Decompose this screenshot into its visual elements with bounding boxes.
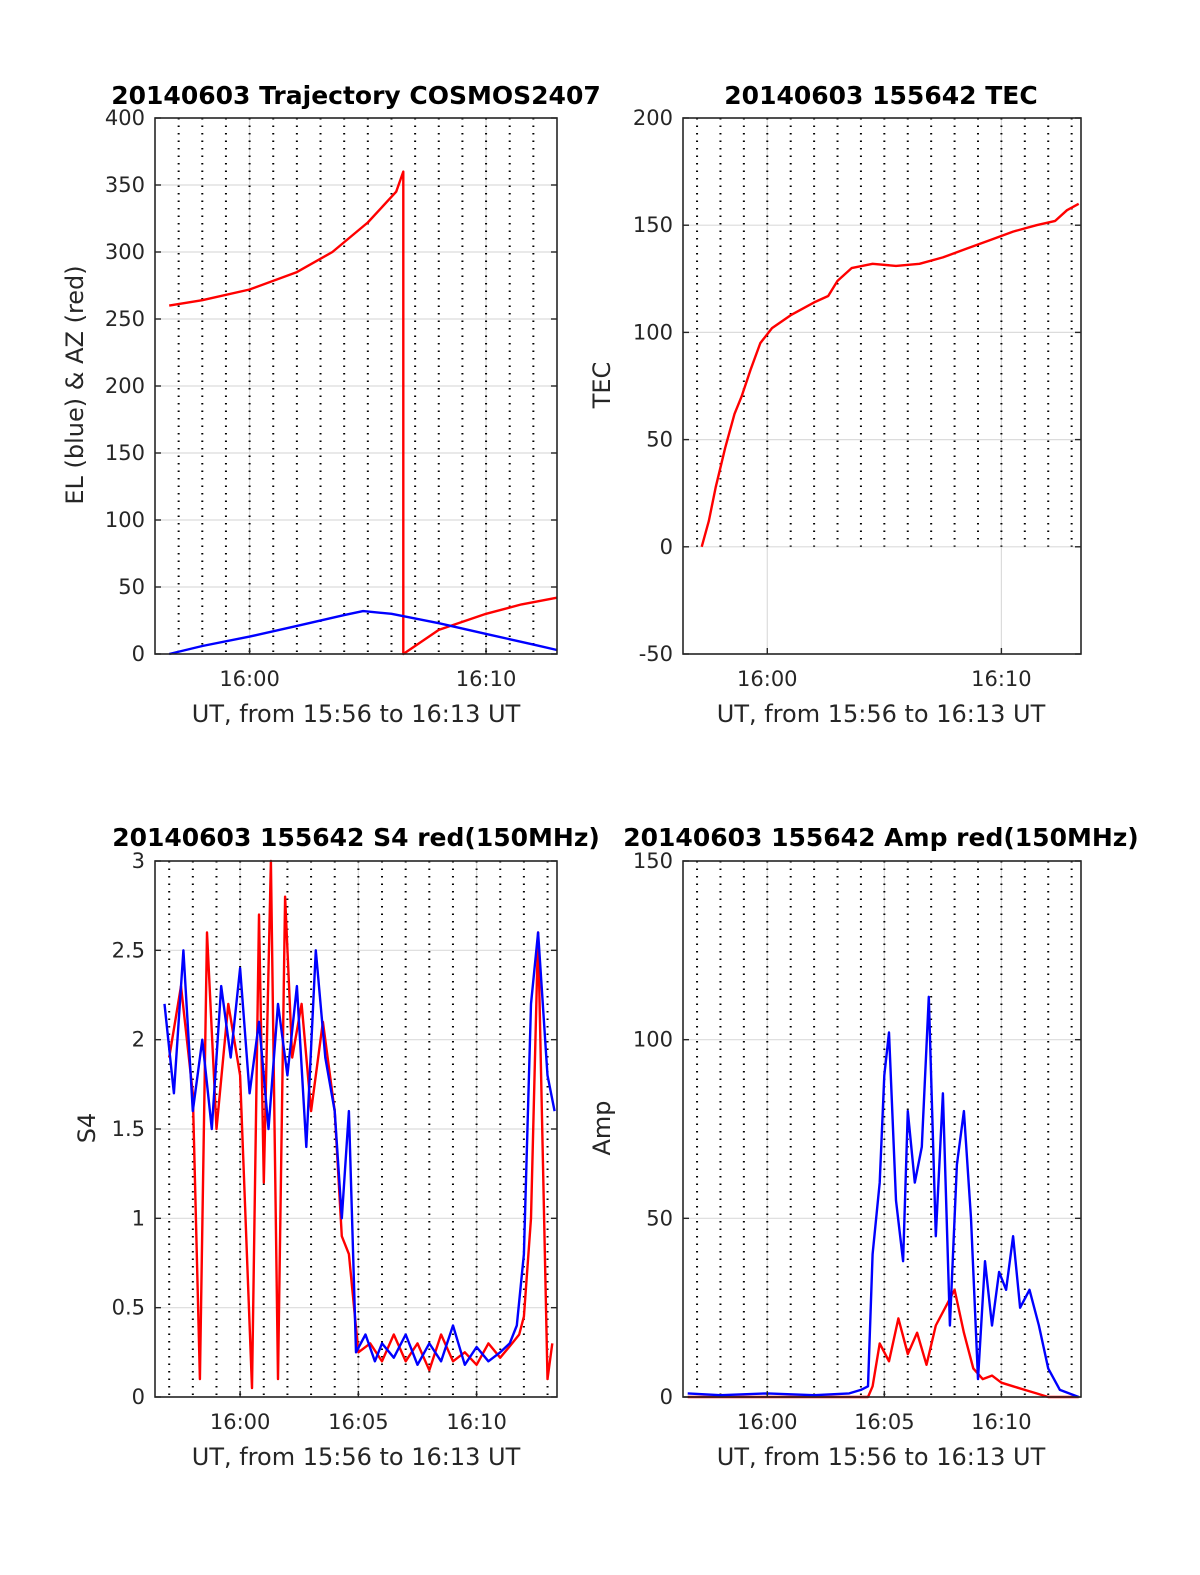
s4-ytick-label: 1.5	[112, 1117, 145, 1141]
trajectory-title: 20140603 Trajectory COSMOS2407	[111, 81, 601, 110]
trajectory-ytick-label: 200	[105, 374, 145, 398]
s4-ytick-label: 0	[132, 1385, 145, 1409]
trajectory-ylabel: EL (blue) & AZ (red)	[61, 265, 89, 504]
trajectory-ytick-label: 50	[118, 575, 145, 599]
trajectory-xtick-label: 16:10	[456, 667, 517, 691]
tec-series-red	[700, 202, 1080, 548]
tec-xlabel: UT, from 15:56 to 16:13 UT	[717, 700, 1046, 728]
trajectory-panel: 20140603 Trajectory COSMOS2407 UT, from …	[61, 81, 601, 728]
amp-xlabel: UT, from 15:56 to 16:13 UT	[717, 1443, 1046, 1471]
amp-xtick-label: 16:05	[854, 1410, 915, 1434]
tec-panel: 20140603 155642 TEC UT, from 15:56 to 16…	[588, 81, 1082, 728]
tec-ytick-label: 100	[633, 320, 673, 344]
s4-title: 20140603 155642 S4 red(150MHz)	[112, 823, 600, 852]
s4-ytick-label: 2.5	[112, 938, 145, 962]
s4-ylabel: S4	[73, 1113, 101, 1144]
amp-xtick-label: 16:10	[971, 1410, 1032, 1434]
trajectory-ytick-label: 0	[132, 642, 145, 666]
amp-ytick-label: 50	[646, 1206, 673, 1230]
trajectory-xlabel: UT, from 15:56 to 16:13 UT	[192, 700, 521, 728]
s4-ytick-label: 0.5	[112, 1296, 145, 1320]
s4-series-blue	[163, 931, 556, 1366]
trajectory-ytick-label: 350	[105, 173, 145, 197]
tec-ylabel: TEC	[588, 362, 616, 410]
tec-ytick-label: 50	[646, 428, 673, 452]
amp-xtick-label: 16:00	[737, 1410, 798, 1434]
amp-panel: 20140603 155642 Amp red(150MHz) UT, from…	[588, 823, 1139, 1471]
s4-xlabel: UT, from 15:56 to 16:13 UT	[192, 1443, 521, 1471]
tec-axes-frame	[682, 117, 1082, 655]
s4-ytick-label: 2	[132, 1028, 145, 1052]
tec-ytick-label: 200	[633, 106, 673, 130]
s4-xtick-label: 16:10	[446, 1410, 507, 1434]
s4-xtick-label: 16:05	[328, 1410, 389, 1434]
s4-series-red	[168, 859, 554, 1390]
trajectory-ytick-label: 400	[105, 106, 145, 130]
tec-xtick-label: 16:00	[737, 667, 798, 691]
amp-title: 20140603 155642 Amp red(150MHz)	[623, 823, 1139, 852]
tec-title: 20140603 155642 TEC	[724, 81, 1037, 110]
amp-series-blue	[687, 995, 1080, 1399]
trajectory-ytick-label: 250	[105, 307, 145, 331]
amp-ytick-label: 100	[633, 1028, 673, 1052]
s4-ytick-label: 3	[132, 849, 145, 873]
tec-xtick-label: 16:10	[971, 667, 1032, 691]
amp-ylabel: Amp	[588, 1100, 616, 1155]
tec-ytick-label: 150	[633, 213, 673, 237]
trajectory-ytick-label: 100	[105, 508, 145, 532]
trajectory-ytick-label: 300	[105, 240, 145, 264]
s4-xtick-label: 16:00	[210, 1410, 271, 1434]
amp-ytick-label: 0	[660, 1385, 673, 1409]
trajectory-series-red	[169, 170, 558, 656]
amp-ytick-label: 150	[633, 849, 673, 873]
tec-ytick-label: 0	[660, 535, 673, 559]
trajectory-ytick-label: 150	[105, 441, 145, 465]
s4-panel: 20140603 155642 S4 red(150MHz) UT, from …	[73, 823, 600, 1471]
trajectory-series-blue	[168, 609, 558, 656]
s4-ytick-label: 1	[132, 1206, 145, 1230]
tec-ytick-label: -50	[639, 642, 673, 666]
amp-axes-frame	[682, 860, 1082, 1398]
trajectory-xtick-label: 16:00	[219, 667, 280, 691]
